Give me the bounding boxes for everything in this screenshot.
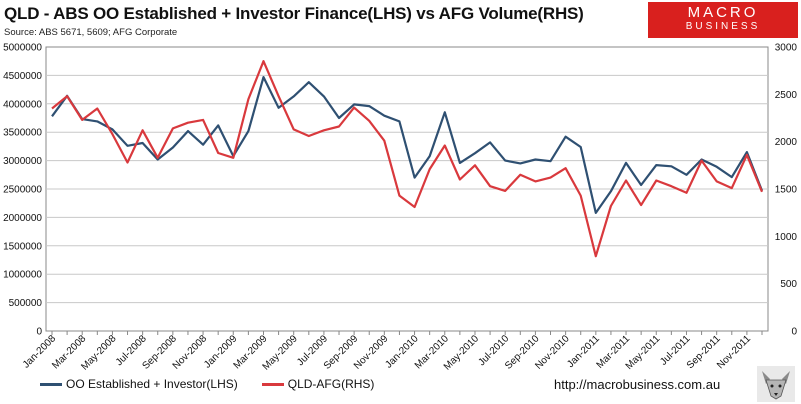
left-axis: 0 500000 1000000 1500000 2000000 2500000 30000… xyxy=(3,43,42,338)
left-tick-label: 1000000 xyxy=(3,270,42,281)
legend-swatch-lhs xyxy=(40,382,62,386)
source-note: Source: ABS 5671, 5609; AFG Corporate xyxy=(4,27,178,38)
left-tick-label: 5000000 xyxy=(3,43,42,54)
right-axis: 0 500 1000 1500 2000 2500 3000 xyxy=(775,43,798,338)
right-tick-label: 0 xyxy=(791,327,797,338)
fox-mascot-icon xyxy=(757,366,795,402)
right-tick-label: 1000 xyxy=(775,232,798,243)
legend: OO Established + Investor(LHS) QLD-AFG(R… xyxy=(40,377,398,391)
left-tick-label: 1500000 xyxy=(3,241,42,252)
left-tick-label: 2500000 xyxy=(3,185,42,196)
x-tick-label: Nov-2011 xyxy=(715,333,753,371)
logo-line-1: MACRO xyxy=(687,4,759,21)
right-tick-label: 2500 xyxy=(775,90,798,101)
website-url[interactable]: http://macrobusiness.com.au xyxy=(554,377,721,392)
left-tick-label: 0 xyxy=(36,327,42,338)
chart-title: QLD - ABS OO Established + Investor Fina… xyxy=(4,4,584,23)
series-line-qld-afg xyxy=(51,60,764,258)
logo-line-2: BUSINESS xyxy=(685,21,761,32)
legend-item-rhs: QLD-AFG(RHS) xyxy=(261,377,375,391)
legend-swatch-rhs xyxy=(261,382,284,386)
right-tick-label: 3000 xyxy=(775,43,798,54)
macrobusiness-logo: MACRO BUSINESS xyxy=(648,2,798,38)
left-tick-label: 3000000 xyxy=(3,156,42,167)
series-line-oo-established-investor xyxy=(51,75,764,214)
right-tick-label: 1500 xyxy=(775,185,798,196)
gridlines xyxy=(46,74,768,304)
left-tick-label: 4500000 xyxy=(3,71,42,82)
left-tick-label: 3500000 xyxy=(3,128,42,139)
legend-label-rhs: QLD-AFG(RHS) xyxy=(287,377,375,391)
legend-item-lhs: OO Established + Investor(LHS) xyxy=(40,377,238,391)
x-axis: Jan-2008Mar-2008May-2008Jul-2008Sep-2008… xyxy=(21,331,763,373)
left-tick-label: 2000000 xyxy=(3,213,42,224)
right-tick-label: 500 xyxy=(780,279,797,290)
right-tick-label: 2000 xyxy=(775,137,798,148)
series-lines xyxy=(51,60,764,258)
left-tick-label: 500000 xyxy=(9,298,43,309)
legend-label-lhs: OO Established + Investor(LHS) xyxy=(66,377,238,391)
left-tick-label: 4000000 xyxy=(3,99,42,110)
